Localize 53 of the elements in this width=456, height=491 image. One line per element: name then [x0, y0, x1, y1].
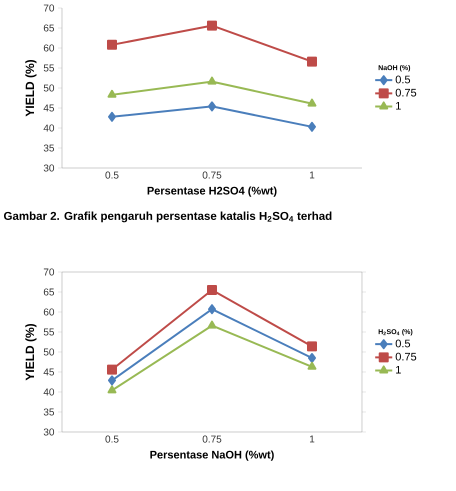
y-axis-title: YIELD (%)	[25, 60, 36, 116]
x-axis-title: Persentase NaOH (%wt)	[150, 450, 274, 461]
y-tick-label: 45	[44, 368, 54, 376]
point	[208, 76, 216, 85]
legend-label: 0.75	[396, 352, 416, 361]
point	[208, 320, 216, 329]
point	[208, 304, 216, 314]
x-tick-label: 0.5	[105, 436, 119, 443]
y-tick-label: 45	[44, 104, 54, 112]
point	[308, 362, 316, 370]
point	[108, 385, 116, 394]
x-axis-title: Persentase H2SO4 (%wt)	[148, 186, 277, 197]
y-tick-label: 70	[44, 4, 54, 12]
x-tick-label: 1	[310, 172, 314, 178]
y-tick-label: 35	[44, 408, 54, 416]
y-tick-label: 35	[44, 144, 54, 152]
y-tick-label: 55	[44, 328, 54, 336]
point	[306, 341, 317, 352]
point	[308, 353, 316, 363]
y-tick-label: 60	[44, 308, 54, 316]
y-tick-label: 60	[44, 44, 54, 52]
y-tick-label: 40	[44, 388, 54, 396]
point	[106, 40, 117, 50]
legend-label: 1	[396, 102, 401, 110]
legend-label: 0.5	[396, 76, 410, 84]
point	[308, 98, 316, 107]
point	[308, 122, 316, 132]
point	[108, 90, 116, 98]
y-tick-label: 55	[44, 64, 54, 72]
x-tick-label: 0.75	[202, 436, 222, 443]
y-tick-label: 65	[44, 288, 54, 296]
point	[306, 56, 317, 67]
x-tick-label: 1	[310, 436, 314, 442]
y-tick-label: 65	[44, 24, 54, 32]
legend-label: 0.75	[396, 88, 416, 97]
y-tick-label: 50	[44, 84, 54, 92]
point	[108, 112, 116, 122]
legend-label: 1	[396, 366, 401, 374]
text: Gambar 2. Grafik pengaruh persentase katalis H$_{2}$SO$_{4}$ terhad	[4, 212, 332, 222]
x-tick-label: 0.5	[105, 172, 119, 179]
point	[206, 20, 217, 31]
y-tick-label: 30	[44, 164, 54, 172]
point	[106, 364, 117, 375]
legend-label: 0.5	[396, 340, 410, 348]
y-axis-title: YIELD (%)	[25, 324, 36, 380]
y-tick-label: 50	[44, 348, 54, 356]
y-tick-label: 70	[44, 268, 54, 276]
point	[108, 375, 116, 386]
x-tick-label: 0.75	[202, 172, 222, 179]
point	[206, 285, 217, 296]
y-tick-label: 40	[44, 124, 54, 132]
point	[208, 101, 216, 112]
y-tick-label: 30	[44, 428, 54, 436]
